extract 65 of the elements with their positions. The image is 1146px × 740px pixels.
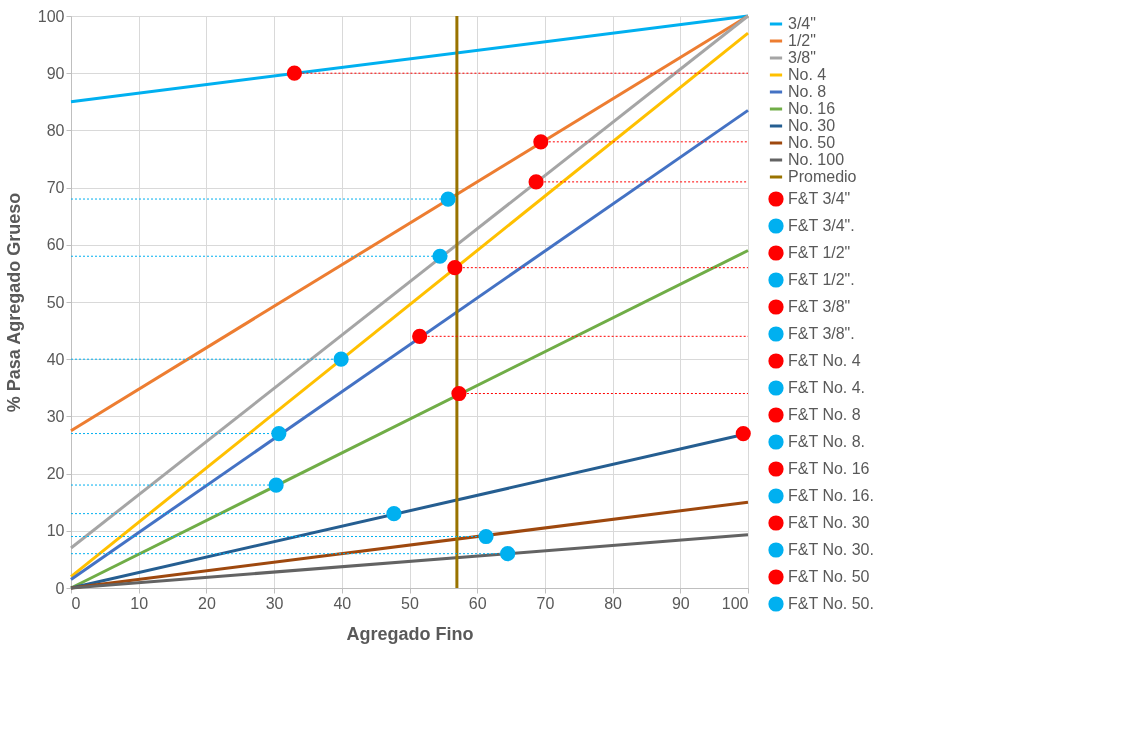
point (447, 260, 463, 276)
point (533, 134, 549, 150)
y-tick-label: 0 (55, 579, 65, 597)
legend-label: F&T 3/4". (788, 217, 855, 234)
point (451, 385, 467, 402)
legend-label: Promedio (788, 168, 857, 185)
y-tick-label: 40 (46, 350, 65, 368)
legend-label: F&T No. 50. (788, 595, 874, 612)
x-axis-title: Agregado Fino (346, 623, 474, 644)
y-axis-title: % Pasa Agregado Grueso (3, 192, 24, 413)
x-tick-label: 20 (198, 594, 216, 612)
x-tick-label: 100 (721, 594, 749, 612)
legend-label: No. 100 (788, 151, 845, 168)
legend-label: F&T 3/8" (788, 298, 851, 315)
point (440, 191, 456, 207)
legend-label: F&T No. 30. (788, 541, 874, 558)
y-tick-label: 60 (46, 236, 65, 254)
x-tick-label: 90 (671, 594, 690, 612)
point (432, 248, 448, 264)
x-tick-label: 40 (333, 594, 352, 612)
point (528, 174, 544, 190)
y-tick-label: 90 (46, 64, 65, 82)
x-tick-label: 50 (401, 594, 419, 612)
y-tick-label: 50 (46, 293, 65, 311)
x-tick-label: 60 (468, 594, 487, 612)
x-tick-label: 0 (71, 594, 81, 612)
legend-label: 1/2" (788, 32, 816, 49)
legend-label: F&T 1/2". (788, 271, 855, 288)
legend-label: F&T No. 4. (788, 379, 866, 396)
point (386, 506, 402, 522)
legend-label: F&T No. 30 (788, 514, 870, 531)
y-tick-label: 100 (37, 7, 65, 25)
legend-label: No. 4 (788, 66, 827, 83)
legend-label: No. 16 (788, 100, 836, 117)
point (478, 528, 494, 545)
x-tick-label: 70 (536, 594, 555, 612)
x-tick-label: 10 (130, 594, 149, 612)
legend-label: F&T No. 4 (788, 352, 861, 369)
point (286, 65, 302, 81)
y-tick-label: 10 (46, 522, 65, 540)
point (735, 425, 751, 442)
point (500, 546, 516, 562)
legend-label: F&T No. 50 (788, 568, 870, 585)
y-tick-label: 80 (46, 121, 65, 139)
legend-label: F&T 3/8". (788, 325, 855, 342)
legend-label: 3/4" (788, 15, 816, 32)
point (412, 328, 428, 344)
legend-label: F&T No. 16. (788, 487, 874, 504)
legend-label: No. 50 (788, 134, 836, 151)
point (268, 477, 284, 493)
point (333, 351, 349, 367)
x-tick-label: 30 (265, 594, 284, 612)
legend-label: F&T No. 8 (788, 406, 861, 423)
legend-label: F&T No. 16 (788, 460, 870, 477)
point (271, 425, 287, 442)
legend-label: No. 30 (788, 117, 836, 134)
y-tick-label: 70 (46, 179, 65, 197)
legend-label: 3/8" (788, 49, 816, 66)
legend-label: No. 8 (788, 83, 827, 100)
y-tick-label: 30 (46, 407, 65, 425)
legend-label: F&T 3/4" (788, 190, 851, 207)
legend-label: F&T 1/2" (788, 244, 851, 261)
legend-label: F&T No. 8. (788, 433, 866, 450)
x-tick-label: 80 (604, 594, 623, 612)
y-tick-label: 20 (46, 465, 65, 483)
